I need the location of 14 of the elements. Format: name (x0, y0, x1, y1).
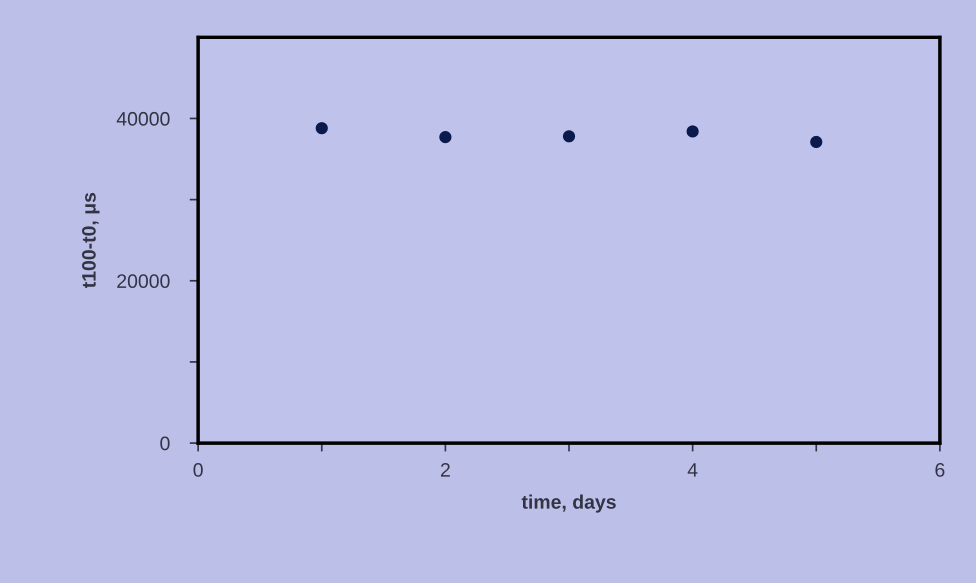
y-tick-label: 20000 (117, 274, 170, 288)
x-tick-label: 0 (193, 463, 203, 477)
x-axis-title: time, days (522, 494, 616, 513)
x-tick-label: 4 (688, 463, 698, 477)
point (316, 122, 328, 134)
y-axis-title: t100-t0, μs (82, 192, 100, 288)
x-tick-label: 6 (935, 463, 944, 477)
y-tick-label: 0 (160, 436, 170, 450)
x-tick-label: 2 (440, 463, 450, 477)
point (686, 125, 699, 138)
point (810, 136, 822, 148)
point (439, 131, 452, 144)
point (562, 130, 576, 142)
y-tick-label: 40000 (116, 112, 170, 126)
